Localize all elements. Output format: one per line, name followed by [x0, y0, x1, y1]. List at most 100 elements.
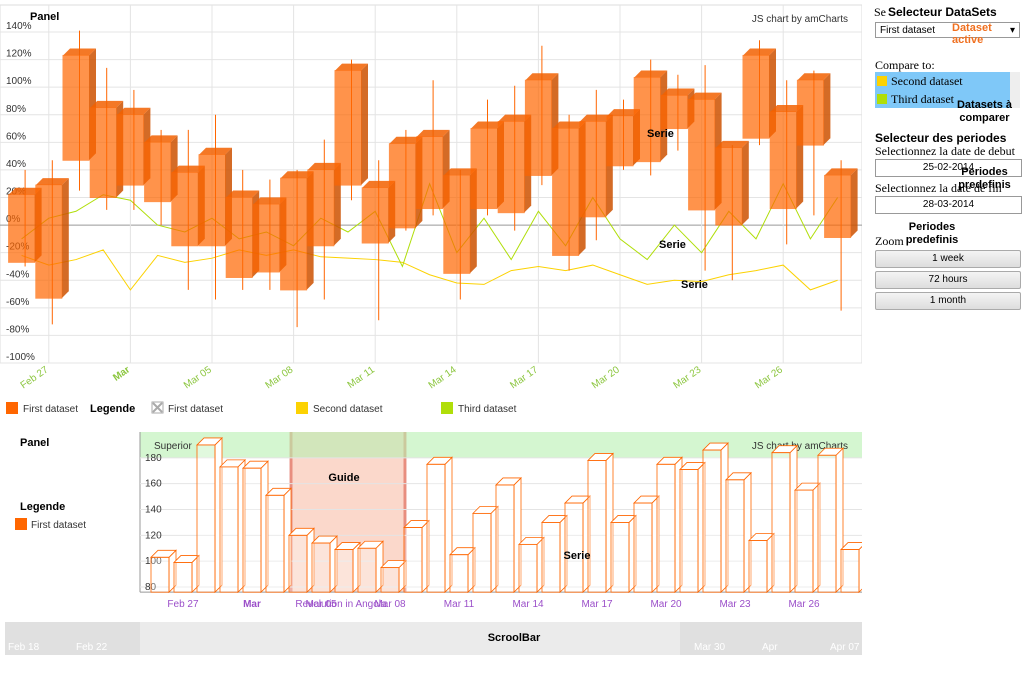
candle-body — [62, 54, 90, 161]
candle-body — [660, 94, 688, 130]
scrollbar[interactable] — [5, 622, 862, 655]
y-tick-label: -80% — [6, 324, 29, 335]
y-tick-label: -40% — [6, 269, 29, 280]
guide-text: Revolution in Angola — [295, 599, 387, 610]
period-title: Selecteur des periodes — [875, 131, 1007, 145]
candle-body — [225, 197, 253, 278]
candle-top — [743, 48, 776, 56]
candle-body — [688, 99, 716, 211]
candle-top — [607, 109, 640, 117]
column — [495, 484, 515, 593]
candle-top — [471, 121, 504, 129]
annotation: Serie — [647, 128, 674, 140]
candle-body — [824, 174, 852, 238]
candle-side — [741, 140, 749, 226]
scrollbar-selection[interactable] — [140, 622, 680, 655]
candle-body — [307, 169, 335, 247]
candle-body — [198, 154, 226, 247]
compare-label: Compare to: — [875, 58, 935, 72]
y-tick-label: 140 — [145, 505, 162, 516]
column — [725, 479, 745, 593]
period-button[interactable]: 72 hours — [875, 271, 1021, 289]
x-tick-label: Feb 27 — [167, 599, 199, 610]
column — [587, 460, 607, 593]
candle-top — [797, 73, 831, 81]
candle-top — [199, 147, 232, 155]
candle-body — [497, 121, 525, 214]
option-label: Second dataset — [891, 74, 963, 88]
x-tick-label: Mar 14 — [512, 599, 544, 610]
compare-list[interactable]: Second dataset Third dataset — [875, 72, 1010, 108]
candle-top — [715, 140, 749, 148]
legend-label: Second dataset — [313, 404, 383, 415]
legend-x — [152, 402, 163, 413]
legend-label: Third dataset — [458, 404, 517, 415]
candle-top — [552, 121, 586, 129]
end-input[interactable]: 28-03-2014 — [875, 196, 1022, 214]
candle-top — [171, 165, 205, 173]
y-tick-label: 100 — [145, 556, 162, 567]
y-tick-label: 100% — [6, 76, 32, 87]
candle-body — [361, 187, 389, 244]
column — [840, 549, 860, 593]
candle-side — [850, 168, 858, 238]
column — [679, 469, 699, 593]
period-button[interactable]: 1 week — [875, 250, 1021, 268]
compare-option[interactable]: Second dataset — [875, 72, 1010, 90]
scroll — [1010, 72, 1020, 108]
y-tick-label: 140% — [6, 21, 32, 32]
start-input[interactable]: 25-02-2014 — [875, 159, 1022, 177]
candle-top — [253, 197, 287, 205]
column — [196, 444, 216, 593]
x-tick-label: Mar 11 — [444, 599, 475, 610]
swatch — [877, 76, 887, 86]
column — [794, 489, 814, 593]
scrollbar-label: ScroolBar — [488, 632, 541, 644]
dataset-select[interactable]: First dataset ▾ — [875, 22, 1020, 38]
column — [748, 540, 768, 593]
credit: JS chart by amCharts — [752, 14, 848, 25]
side-panel: Se Selecteur DataSets First dataset ▾ Dat… — [872, 0, 1024, 683]
x-tick-label: Mar 23 — [672, 364, 704, 391]
line-series — [21, 249, 838, 291]
y-tick-label: 60% — [6, 131, 26, 142]
candle-top — [280, 171, 314, 179]
candle-body — [769, 111, 797, 210]
candle-top — [770, 104, 804, 112]
compare-option[interactable]: Third dataset — [875, 90, 1010, 108]
candle-body — [443, 174, 471, 274]
period-button[interactable]: 1 month — [875, 292, 1021, 310]
candle-top — [362, 180, 396, 188]
column — [771, 452, 791, 593]
candle-body — [116, 114, 144, 186]
column — [702, 449, 722, 593]
selected: First dataset — [880, 25, 936, 36]
candle-body — [524, 79, 552, 176]
legend-swatch — [6, 402, 18, 414]
candle-body — [144, 141, 172, 203]
x-tick-label: Mar 11 — [346, 364, 378, 391]
x-tick-label: Mar 08 — [264, 364, 296, 391]
guide-label: Guide — [328, 472, 359, 484]
candle-top — [63, 48, 96, 56]
candle-body — [742, 54, 770, 139]
candle-body — [715, 147, 743, 226]
column — [173, 562, 193, 593]
y-tick-label: 80% — [6, 104, 26, 115]
column — [610, 522, 630, 593]
candle-top — [144, 135, 178, 143]
column — [817, 454, 837, 593]
x-tick-label: Mar — [111, 364, 132, 383]
candle-top — [688, 92, 722, 100]
y-tick-label: 120 — [145, 530, 162, 541]
candle-top — [307, 162, 341, 170]
column — [518, 543, 538, 593]
candle-top — [498, 114, 532, 122]
column — [403, 527, 423, 593]
candle-body — [579, 121, 607, 218]
column — [656, 463, 676, 593]
value-guide — [140, 432, 862, 458]
candle-body — [606, 115, 634, 167]
candle-side — [361, 63, 368, 186]
legend-title: Legende — [20, 501, 65, 513]
